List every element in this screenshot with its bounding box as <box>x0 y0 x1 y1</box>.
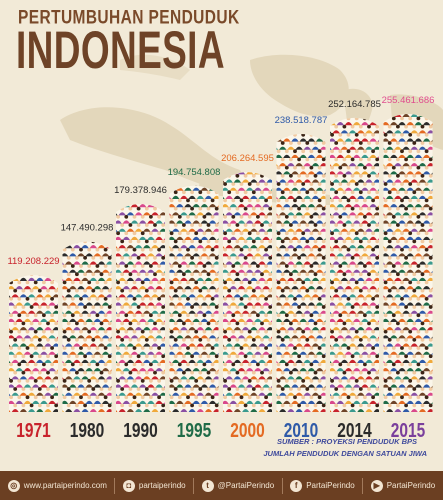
footer-link-label: @PartaiPerindo <box>217 481 275 490</box>
chart-title: INDONESIA <box>16 20 225 80</box>
footer-separator <box>193 477 195 494</box>
source-note: SUMBER : PROYEKSI PENDUDUK BPS <box>276 437 417 446</box>
footer-link-facebook[interactable]: f PartaiPerindo <box>290 479 355 492</box>
year-label-2015: 2015 <box>391 419 425 441</box>
bar-1980 <box>62 241 112 412</box>
footer-bar: ◎ www.partaiperindo.com ◘ partaiperindo t @Pa… <box>0 471 443 500</box>
bar-1990 <box>116 203 165 412</box>
year-label-1980: 1980 <box>70 419 104 441</box>
labels-layer: 119.208.229 1971 147.490.298 1980 179.378.94… <box>7 95 434 441</box>
value-label-1990: 179.378.946 <box>114 185 167 196</box>
year-label-2000: 2000 <box>230 419 264 441</box>
year-label-1995: 1995 <box>177 419 211 441</box>
footer-separator <box>281 477 283 494</box>
youtube-icon: ▶ <box>370 479 383 492</box>
chart-subtitle: PERTUMBUHAN PENDUDUK <box>18 7 240 29</box>
value-label-2000: 206.264.595 <box>221 153 274 164</box>
footer-link-label: www.partaiperindo.com <box>23 481 107 490</box>
year-label-1990: 1990 <box>123 419 157 441</box>
value-label-2014: 252.164.785 <box>328 99 381 110</box>
instagram-icon: ◘ <box>122 479 135 492</box>
twitter-icon: t <box>201 479 214 492</box>
year-label-2010: 2010 <box>284 419 318 441</box>
value-label-1995: 194.754.808 <box>168 167 221 178</box>
footer-separator <box>362 477 364 494</box>
footer-link-twitter[interactable]: t @PartaiPerindo <box>201 479 275 492</box>
footer-separator <box>114 477 116 494</box>
footer-link-instagram[interactable]: ◘ partaiperindo <box>122 479 186 492</box>
footer-link-label: PartaiPerindo <box>306 481 355 490</box>
bar-1995 <box>169 185 219 412</box>
bar-1971 <box>9 275 58 412</box>
footer-link-youtube[interactable]: ▶ PartaiPerindo <box>370 479 436 492</box>
bars-layer <box>9 114 433 412</box>
footer-link-label: partaiperindo <box>138 481 186 490</box>
unit-note: JUMLAH PENDUDUK DENGAN SATUAN JIWA <box>263 449 427 458</box>
value-label-2010: 238.518.787 <box>275 115 328 126</box>
bar-2014 <box>330 117 379 412</box>
bar-2015 <box>383 114 433 412</box>
footer-link-label: PartaiPerindo <box>386 481 436 490</box>
dribbble-icon: ◎ <box>7 479 20 492</box>
value-label-1971: 119.208.229 <box>7 256 59 267</box>
year-label-1971: 1971 <box>16 419 50 441</box>
population-bar-chart: 119.208.229 1971 147.490.298 1980 179.378.94… <box>7 95 434 441</box>
year-label-2014: 2014 <box>337 419 371 441</box>
facebook-icon: f <box>290 479 303 492</box>
bar-2000 <box>223 172 272 412</box>
bar-2010 <box>276 134 326 412</box>
value-label-2015: 255.461.686 <box>382 95 435 106</box>
value-label-1980: 147.490.298 <box>61 223 114 234</box>
footer-link-dribbble[interactable]: ◎ www.partaiperindo.com <box>7 479 107 492</box>
